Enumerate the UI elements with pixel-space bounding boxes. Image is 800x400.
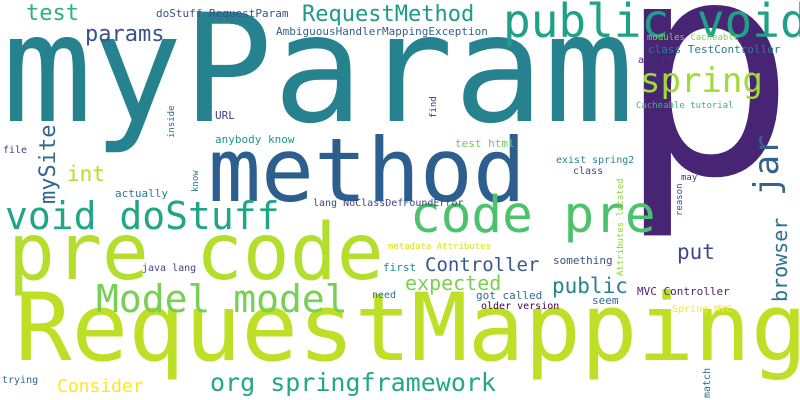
- word-inside: inside: [167, 105, 177, 138]
- word-method: method: [208, 119, 526, 222]
- word-spring-mvc: Spring MVC: [672, 304, 733, 315]
- word-modules-cacheable: modules Cacheable: [647, 33, 740, 43]
- word-cacheable-tutorial: Cacheable tutorial: [636, 101, 734, 111]
- word-trying: trying: [2, 375, 39, 386]
- word-something: something: [553, 254, 613, 267]
- word-expected: expected: [405, 271, 502, 295]
- word-attributes-located: Attributes located: [616, 178, 626, 276]
- word-put: put: [677, 240, 715, 264]
- word-first: first: [383, 261, 417, 274]
- word-java-lang: java lang: [142, 263, 197, 274]
- word-spring: spring: [640, 61, 763, 101]
- word-test-html: test html: [455, 137, 515, 150]
- word-older-version: older version: [481, 301, 560, 312]
- word-code-pre: code pre: [410, 186, 656, 245]
- word-file: file: [3, 145, 28, 156]
- word-aop-m1: aop M1: [638, 55, 675, 66]
- word-params: params: [85, 22, 165, 47]
- word-know: know: [191, 170, 201, 192]
- word-myparam: myParam: [2, 0, 635, 157]
- word-model-model: Model model: [96, 277, 348, 321]
- word-pre-code: pre code: [8, 208, 384, 298]
- word-browser: browser: [768, 217, 792, 302]
- word-controller: Controller: [425, 254, 540, 276]
- word-mvc-controller: MVC Controller: [637, 285, 730, 298]
- word-consider: Consider: [57, 376, 144, 397]
- word-metadata-attributes: metadata Attributes: [388, 242, 491, 252]
- word-test: test: [26, 1, 79, 26]
- word-actually: actually: [115, 187, 168, 200]
- word-match: match: [702, 367, 713, 398]
- word-dostuff-requestparam: doStuff RequestParam: [156, 7, 289, 20]
- word-int: int: [67, 162, 105, 186]
- word-void-dostuff: void doStuff: [5, 194, 280, 238]
- word-requestmethod: RequestMethod: [302, 2, 475, 27]
- word-requestmapping: RequestMapping: [15, 274, 800, 383]
- word-got-called: got called: [476, 289, 543, 302]
- word-find: find: [429, 96, 439, 118]
- word-exist-spring2: exist spring2: [556, 155, 635, 166]
- word-reason: reason: [675, 183, 685, 216]
- word-org-springframework: org springframework: [210, 368, 496, 397]
- word-seem: seem: [592, 294, 619, 307]
- word-lang-noclassdeffounderror: lang NoClassDefFoundError: [313, 198, 464, 209]
- word-mysite: mySite: [36, 124, 61, 204]
- word-jar: jar: [747, 134, 787, 196]
- word-url: URL: [215, 109, 235, 122]
- word-public-void: public void: [503, 0, 800, 48]
- word-p: p: [616, 0, 797, 244]
- word-may: may: [681, 173, 698, 183]
- word-anybody-know: anybody know: [215, 133, 295, 146]
- word-ambiguoushandlermappingexception: AmbiguousHandlerMappingException: [276, 25, 488, 38]
- word-need: need: [372, 290, 397, 301]
- word-class: class: [573, 166, 604, 177]
- word-class-testcontroller: class TestController: [648, 43, 781, 56]
- word-public: public: [552, 274, 628, 298]
